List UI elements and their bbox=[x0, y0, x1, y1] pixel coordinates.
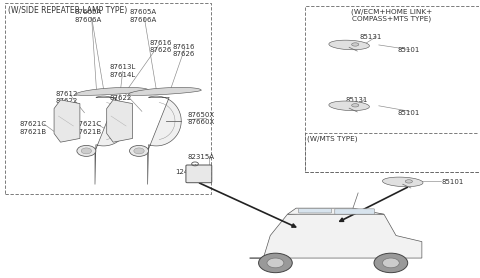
Bar bbox=[305, 133, 480, 172]
Text: 87605A
87606A: 87605A 87606A bbox=[130, 9, 157, 23]
Polygon shape bbox=[329, 101, 370, 111]
Polygon shape bbox=[250, 211, 422, 258]
Text: 87605A
87606A: 87605A 87606A bbox=[75, 9, 102, 23]
Circle shape bbox=[77, 145, 96, 156]
Circle shape bbox=[134, 148, 144, 154]
Text: 85131: 85131 bbox=[360, 34, 382, 40]
Polygon shape bbox=[288, 208, 384, 214]
FancyBboxPatch shape bbox=[299, 208, 332, 213]
Circle shape bbox=[383, 258, 399, 268]
Text: (W/SIDE REPEATER LAMP TYPE): (W/SIDE REPEATER LAMP TYPE) bbox=[8, 6, 127, 15]
Text: 87613L
87614L: 87613L 87614L bbox=[110, 64, 136, 78]
Ellipse shape bbox=[352, 43, 359, 46]
Circle shape bbox=[130, 145, 148, 156]
Polygon shape bbox=[129, 87, 201, 95]
Circle shape bbox=[374, 253, 408, 273]
Polygon shape bbox=[95, 96, 129, 185]
Text: 1243AB: 1243AB bbox=[175, 169, 203, 175]
Text: 87621C
87621B: 87621C 87621B bbox=[75, 121, 102, 135]
Text: 82315A: 82315A bbox=[187, 154, 215, 160]
Ellipse shape bbox=[352, 104, 359, 107]
Circle shape bbox=[267, 258, 284, 268]
Text: 87612
87622: 87612 87622 bbox=[56, 91, 78, 104]
Text: 85101: 85101 bbox=[398, 110, 420, 116]
FancyBboxPatch shape bbox=[335, 209, 374, 214]
Circle shape bbox=[81, 148, 92, 154]
Bar bbox=[5, 3, 211, 194]
FancyBboxPatch shape bbox=[186, 165, 212, 183]
Text: (W/MTS TYPE): (W/MTS TYPE) bbox=[307, 135, 358, 142]
PathPatch shape bbox=[54, 100, 80, 142]
Ellipse shape bbox=[405, 180, 412, 183]
Text: 87616
87626: 87616 87626 bbox=[173, 44, 195, 57]
Text: 87612
87622: 87612 87622 bbox=[110, 88, 132, 101]
PathPatch shape bbox=[107, 100, 132, 142]
Text: 87650X
87660X: 87650X 87660X bbox=[187, 111, 215, 125]
Polygon shape bbox=[383, 177, 423, 187]
Text: 87616
87626: 87616 87626 bbox=[149, 39, 171, 53]
Polygon shape bbox=[76, 87, 149, 95]
Circle shape bbox=[259, 253, 292, 273]
Bar bbox=[305, 6, 480, 172]
Polygon shape bbox=[148, 96, 181, 185]
Text: 85101: 85101 bbox=[441, 179, 463, 185]
Text: (W/ECM+HOME LINK+
COMPASS+MTS TYPE): (W/ECM+HOME LINK+ COMPASS+MTS TYPE) bbox=[351, 8, 432, 23]
Text: 85131: 85131 bbox=[345, 97, 368, 103]
Text: 85101: 85101 bbox=[398, 48, 420, 53]
Polygon shape bbox=[329, 40, 370, 50]
Text: 87621C
87621B: 87621C 87621B bbox=[20, 121, 47, 135]
